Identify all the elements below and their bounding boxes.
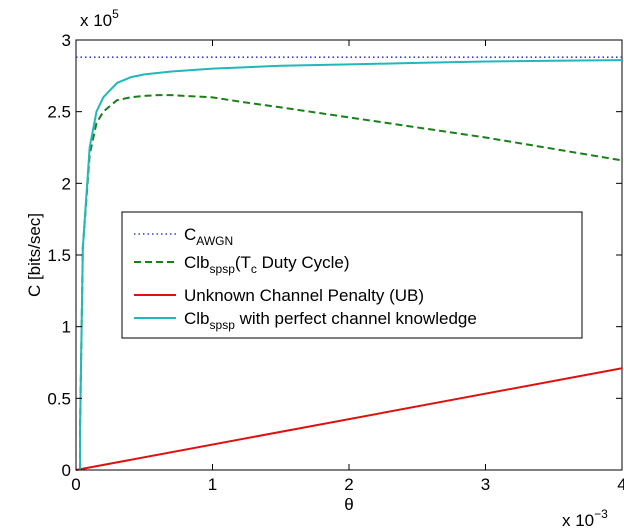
x-tick-label: 0: [71, 475, 80, 494]
x-multiplier-base: x 10: [562, 511, 594, 530]
series-penalty-line: [75, 367, 623, 471]
legend: CAWGN Clbspsp(Tc Duty Cycle) Unknown Cha…: [121, 211, 583, 339]
x-tick-label: 4: [617, 475, 624, 494]
x-axis: 0 1 2 3 4: [71, 40, 624, 494]
y-multiplier: x 105: [80, 7, 119, 30]
y-tick-label: 0.5: [47, 389, 71, 408]
y-tick-label: 1.5: [47, 246, 71, 265]
x-multiplier-exp: −3: [594, 507, 608, 521]
legend-entry-penalty: Unknown Channel Penalty (UB): [184, 286, 424, 305]
y-axis-label: C [bits/sec]: [25, 213, 44, 297]
y-axis: 0 0.5 1 1.5 2 2.5 3: [47, 31, 622, 480]
y-tick-label: 3: [62, 31, 71, 50]
series-perfect-knowledge-line: [79, 59, 623, 470]
x-axis-label: θ: [344, 495, 353, 514]
legend-box: [121, 211, 583, 339]
y-multiplier-exp: 5: [112, 7, 119, 21]
x-tick-label: 2: [344, 475, 353, 494]
legend-entry-awgn: CAWGN: [184, 225, 233, 248]
x-tick-label: 3: [481, 475, 490, 494]
y-multiplier-base: x 10: [80, 11, 112, 30]
y-tick-label: 2.5: [47, 103, 71, 122]
legend-entry-perfect: Clbspsp with perfect channel knowledge: [184, 309, 477, 332]
series-layer: [75, 56, 623, 471]
legend-entry-duty-cycle: Clbspsp(Tc Duty Cycle): [184, 253, 350, 276]
y-tick-label: 1: [62, 318, 71, 337]
series-duty-cycle-line: [79, 94, 623, 470]
x-multiplier: x 10−3: [562, 507, 608, 530]
y-tick-label: 0: [62, 461, 71, 480]
x-tick-label: 1: [208, 475, 217, 494]
y-tick-label: 2: [62, 174, 71, 193]
